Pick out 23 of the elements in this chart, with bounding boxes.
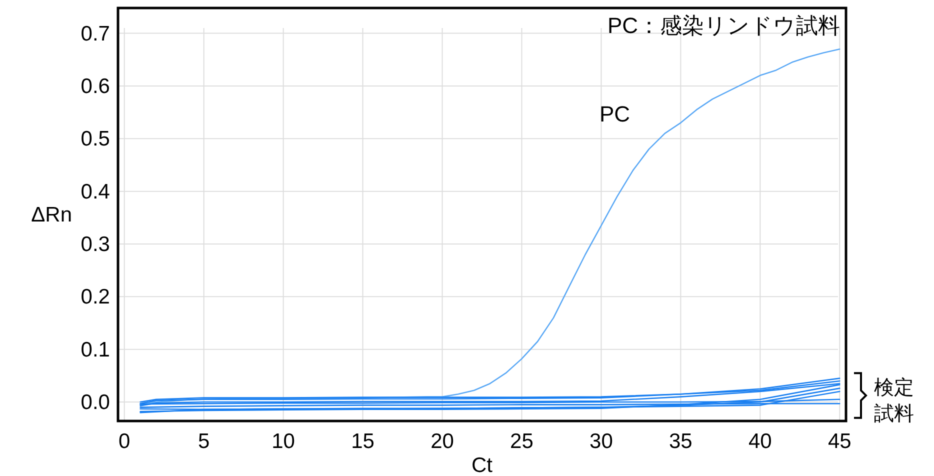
y-tick-label: 0.5 [80,128,110,151]
x-tick-label: 45 [828,430,852,453]
x-tick-label: 35 [669,430,692,453]
x-tick-label: 40 [748,430,772,453]
x-tick-label: 5 [198,430,210,453]
y-tick-label: 0.6 [80,74,110,98]
series-label: PC [600,101,630,126]
y-tick-label: 0.2 [80,286,110,309]
text: 検定試料 [874,377,914,425]
x-axis-title: Ct [472,454,493,476]
y-tick-label: 0.4 [80,180,110,204]
x-tick-label: 10 [272,430,295,453]
y-tick-label: 0.0 [80,391,110,414]
x-tick-label: 25 [510,430,534,453]
y-tick-label: 0.3 [80,233,110,256]
y-tick-label: 0.1 [80,338,110,362]
y-tick-label: 0.7 [80,22,110,46]
annotation: PC：感染リンドウ試料 [607,13,840,38]
x-tick-label: 20 [430,430,454,453]
x-tick-label: 15 [351,430,374,453]
y-axis-title: ΔRn [31,203,72,226]
x-tick-label: 0 [118,430,130,453]
x-tick-label: 30 [590,430,613,453]
